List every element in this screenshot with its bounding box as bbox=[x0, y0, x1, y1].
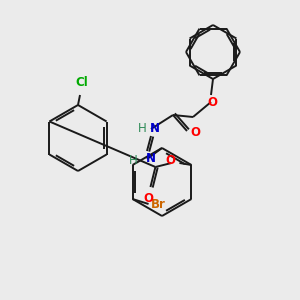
Text: O: O bbox=[165, 154, 176, 167]
Text: N: N bbox=[146, 152, 156, 165]
Text: H: H bbox=[138, 122, 147, 134]
Text: O: O bbox=[190, 125, 200, 139]
Text: N: N bbox=[150, 122, 160, 134]
Text: O: O bbox=[207, 96, 217, 109]
Text: Br: Br bbox=[151, 197, 165, 211]
Text: Cl: Cl bbox=[76, 76, 88, 89]
Text: H: H bbox=[129, 154, 138, 167]
Text: O: O bbox=[143, 192, 153, 205]
